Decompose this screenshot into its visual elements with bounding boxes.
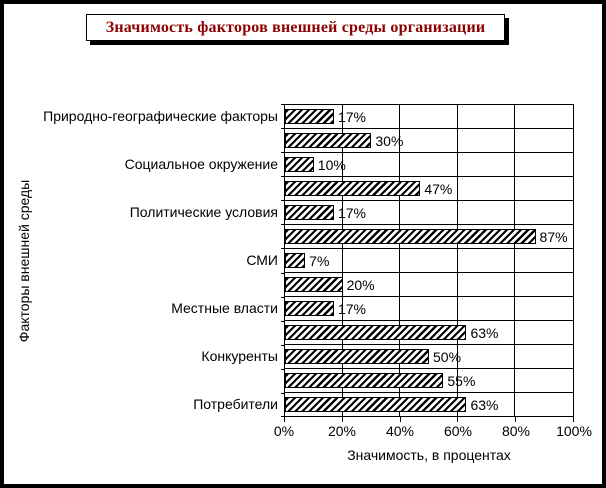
x-axis-title: Значимость, в процентах: [347, 447, 511, 463]
y-axis-tick: [281, 321, 285, 322]
category-label: Политические условия: [129, 203, 278, 220]
bar: [285, 397, 467, 412]
bar: [285, 349, 429, 364]
bar-row: 50%: [285, 345, 573, 369]
bar: [285, 109, 334, 124]
bar: [285, 301, 334, 316]
bar: [285, 373, 444, 388]
x-axis-tick-label: 40%: [385, 423, 415, 439]
bar-row: 7%: [285, 249, 573, 273]
bar-row: 87%: [285, 225, 573, 249]
bar-row: 17%: [285, 297, 573, 321]
bar: [285, 181, 421, 196]
category-label: Потребители: [193, 396, 278, 413]
bar-row: 17%: [285, 201, 573, 225]
category-label: Социальное окружение: [124, 155, 278, 172]
x-axis-tick-label: 100%: [556, 423, 592, 439]
bar-row: 17%: [285, 105, 573, 129]
y-axis-tick: [281, 200, 285, 201]
bar-value-label: 17%: [337, 300, 366, 317]
bar-value-label: 50%: [433, 348, 462, 365]
bar-row: 63%: [285, 393, 573, 416]
y-axis-tick: [281, 393, 285, 394]
bar-value-label: 63%: [470, 396, 499, 413]
chart-title-box: Значимость факторов внешней среды органи…: [86, 14, 505, 41]
bar-row: 30%: [285, 129, 573, 153]
x-axis-tick-labels: 0% 20% 40% 60% 80% 100%: [274, 423, 592, 439]
x-axis-tick: [457, 417, 458, 422]
y-axis-tick: [281, 416, 285, 417]
bar-row: 47%: [285, 177, 573, 201]
bar: [285, 325, 467, 340]
x-axis-tick-label: 80%: [501, 423, 531, 439]
vertical-gridline: [341, 105, 343, 416]
vertical-gridline: [399, 105, 401, 416]
bar-value-label: 10%: [317, 156, 346, 173]
x-axis-tick: [400, 417, 401, 422]
x-axis-tick: [515, 417, 516, 422]
y-axis-tick: [281, 345, 285, 346]
bar: [285, 253, 306, 268]
category-axis-labels: Природно-географические факторы Социально…: [4, 104, 278, 417]
y-axis-tick: [281, 104, 285, 105]
x-axis-tick: [342, 417, 343, 422]
bar: [285, 133, 372, 148]
bar-row: 55%: [285, 369, 573, 393]
bar-value-label: 17%: [337, 108, 366, 125]
bar: [285, 229, 536, 244]
y-axis-tick: [281, 273, 285, 274]
bar: [285, 157, 314, 172]
bar: [285, 277, 343, 292]
y-axis-tick: [281, 297, 285, 298]
bar-row: 63%: [285, 321, 573, 345]
category-label: Конкуренты: [201, 348, 278, 365]
x-axis-tick: [573, 417, 574, 422]
y-axis-tick: [281, 152, 285, 153]
bar: [285, 205, 334, 220]
bar-row: 10%: [285, 153, 573, 177]
chart-title: Значимость факторов внешней среды органи…: [105, 18, 486, 36]
y-axis-tick: [281, 176, 285, 177]
vertical-gridline: [456, 105, 458, 416]
bar-value-label: 87%: [539, 228, 568, 245]
x-axis-tick-label: 60%: [443, 423, 473, 439]
plot-area: 17% 30% 10% 47% 17% 87% 7% 20% 17% 63% 50% 55% 63%: [284, 104, 574, 417]
x-axis-tick-label: 0%: [273, 423, 295, 439]
bar-row: 20%: [285, 273, 573, 297]
bar-value-label: 7%: [309, 252, 330, 269]
y-axis-tick: [281, 248, 285, 249]
y-axis-tick: [281, 369, 285, 370]
x-axis-tick: [284, 417, 285, 422]
bar-value-label: 20%: [346, 276, 375, 293]
y-axis-tick: [281, 224, 285, 225]
bar-value-label: 55%: [447, 372, 476, 389]
bar-rows: 17% 30% 10% 47% 17% 87% 7% 20% 17% 63% 50% 55% 63%: [285, 105, 573, 416]
category-label: Природно-географические факторы: [43, 107, 278, 124]
category-label: Местные власти: [171, 300, 278, 317]
bar-value-label: 17%: [337, 204, 366, 221]
bar-value-label: 30%: [375, 132, 404, 149]
category-label: СМИ: [246, 252, 278, 268]
y-axis-tick: [281, 128, 285, 129]
bar-value-label: 47%: [424, 180, 453, 197]
bar-value-label: 63%: [470, 324, 499, 341]
vertical-gridline: [514, 105, 516, 416]
x-axis-tick-label: 20%: [327, 423, 357, 439]
